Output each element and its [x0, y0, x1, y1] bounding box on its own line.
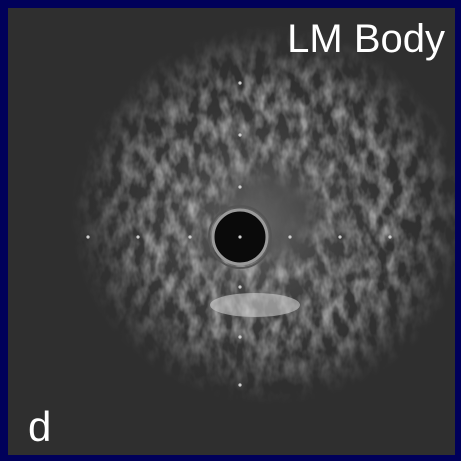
page: LM Body d (() => { const data = JSON.par…: [0, 0, 461, 461]
title: LM Body: [287, 17, 445, 61]
panel-label: d: [28, 403, 51, 450]
ivus-image: LM Body d: [0, 0, 461, 461]
bright-plaque: [210, 293, 300, 317]
